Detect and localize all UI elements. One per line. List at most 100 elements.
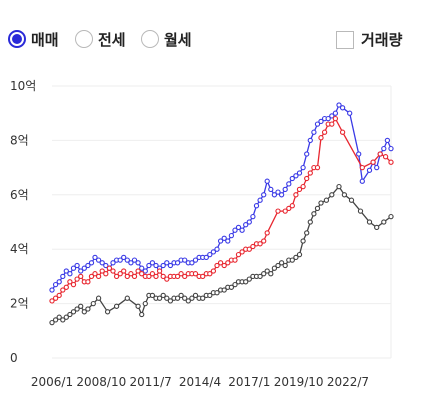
data-point[interactable] (339, 129, 346, 135)
data-point[interactable] (257, 241, 263, 247)
data-point[interactable] (357, 208, 364, 214)
data-point[interactable] (70, 265, 77, 271)
data-point[interactable] (225, 260, 231, 266)
data-point[interactable] (232, 281, 238, 288)
data-point[interactable] (135, 268, 141, 274)
data-point[interactable] (325, 115, 331, 122)
data-point[interactable] (167, 298, 174, 304)
data-point[interactable] (332, 115, 339, 122)
data-point[interactable] (253, 203, 260, 209)
volume-checkbox[interactable] (336, 30, 354, 49)
data-point[interactable] (261, 192, 267, 198)
data-point[interactable] (99, 260, 105, 266)
data-point[interactable] (88, 273, 95, 280)
data-point[interactable] (210, 249, 217, 255)
data-point[interactable] (282, 262, 288, 269)
data-point[interactable] (139, 265, 145, 271)
data-point[interactable] (235, 224, 242, 231)
data-point[interactable] (128, 260, 134, 266)
data-point[interactable] (359, 178, 365, 184)
data-point[interactable] (311, 211, 317, 217)
data-point[interactable] (164, 295, 170, 301)
data-point[interactable] (142, 268, 148, 274)
radio-sale-circle[interactable] (8, 30, 26, 48)
data-point[interactable] (214, 262, 220, 269)
volume-checkbox-option[interactable]: 거래량 (336, 29, 402, 50)
data-point[interactable] (192, 292, 199, 299)
data-point[interactable] (113, 273, 120, 280)
data-point[interactable] (293, 192, 299, 198)
data-point[interactable] (314, 164, 321, 171)
data-point[interactable] (164, 260, 170, 266)
data-point[interactable] (81, 309, 87, 315)
data-point[interactable] (160, 262, 166, 269)
data-point[interactable] (268, 186, 274, 193)
data-point[interactable] (90, 300, 96, 307)
data-point[interactable] (336, 183, 342, 190)
data-point[interactable] (56, 279, 62, 285)
data-point[interactable] (174, 260, 181, 266)
data-point[interactable] (257, 197, 263, 203)
data-point[interactable] (174, 295, 181, 301)
data-point[interactable] (235, 251, 242, 258)
data-point[interactable] (135, 260, 141, 266)
data-point[interactable] (207, 271, 213, 277)
data-point[interactable] (49, 298, 55, 304)
data-point[interactable] (153, 273, 159, 280)
data-point[interactable] (321, 129, 328, 135)
data-point[interactable] (56, 314, 62, 320)
data-point[interactable] (113, 303, 120, 309)
data-point[interactable] (92, 254, 98, 261)
data-point[interactable] (121, 254, 127, 261)
radio-sale[interactable]: 매매 (8, 27, 59, 51)
data-point[interactable] (366, 167, 373, 173)
data-point[interactable] (182, 295, 188, 301)
data-point[interactable] (131, 257, 138, 263)
data-point[interactable] (192, 257, 199, 263)
data-point[interactable] (239, 227, 245, 233)
data-point[interactable] (149, 292, 156, 299)
data-point[interactable] (261, 271, 267, 277)
data-point[interactable] (261, 238, 267, 244)
data-point[interactable] (329, 121, 335, 127)
data-point[interactable] (160, 273, 166, 280)
data-point[interactable] (146, 273, 152, 280)
data-point[interactable] (323, 197, 330, 203)
data-point[interactable] (182, 273, 188, 280)
data-point[interactable] (225, 238, 231, 244)
data-point[interactable] (110, 260, 116, 266)
data-point[interactable] (348, 197, 355, 203)
data-point[interactable] (275, 262, 281, 269)
data-point[interactable] (92, 271, 98, 277)
data-point[interactable] (85, 279, 91, 285)
data-point[interactable] (221, 287, 227, 293)
data-point[interactable] (52, 295, 59, 301)
data-point[interactable] (339, 105, 346, 111)
data-point[interactable] (300, 183, 306, 190)
data-point[interactable] (304, 151, 310, 157)
data-point[interactable] (153, 262, 159, 269)
data-point[interactable] (246, 246, 252, 252)
data-point[interactable] (221, 235, 227, 241)
data-point[interactable] (139, 271, 145, 277)
data-point[interactable] (388, 159, 394, 165)
data-point[interactable] (178, 292, 184, 299)
radio-monthly-rent[interactable]: 월세 (141, 27, 192, 51)
data-point[interactable] (239, 249, 245, 255)
data-point[interactable] (264, 178, 270, 184)
data-point[interactable] (185, 298, 191, 304)
data-point[interactable] (49, 319, 55, 326)
data-point[interactable] (370, 159, 376, 165)
data-point[interactable] (228, 232, 235, 239)
data-point[interactable] (307, 219, 313, 225)
data-point[interactable] (149, 260, 156, 266)
data-point[interactable] (296, 186, 303, 193)
data-point[interactable] (67, 271, 73, 277)
data-point[interactable] (341, 192, 348, 198)
data-point[interactable] (49, 287, 55, 293)
data-point[interactable] (85, 262, 91, 269)
data-point[interactable] (207, 251, 213, 258)
data-point[interactable] (304, 175, 310, 182)
data-point[interactable] (217, 238, 224, 244)
data-point[interactable] (52, 281, 59, 288)
